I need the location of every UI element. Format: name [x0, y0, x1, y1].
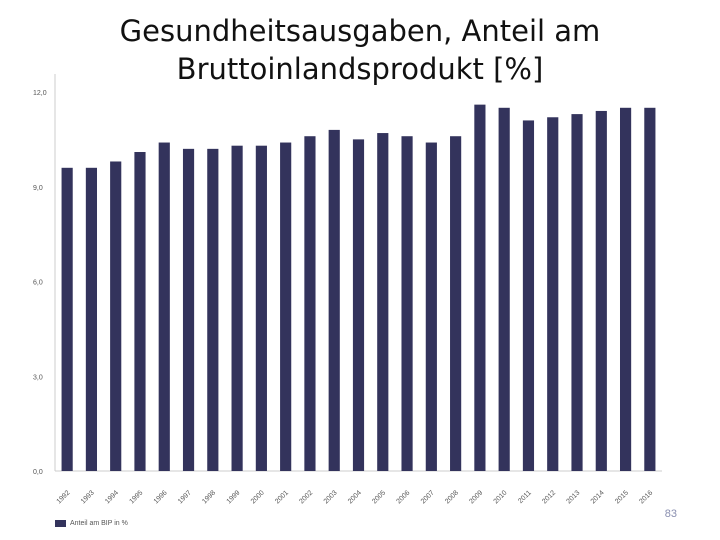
legend-label: Anteil am BIP in %: [70, 520, 128, 527]
x-tick-label-1999: 1999: [226, 489, 242, 505]
x-tick-label-2009: 2009: [468, 489, 484, 505]
bar-2003: [328, 129, 340, 471]
y-tick-label: 12,0: [33, 90, 47, 97]
x-tick-label-1997: 1997: [177, 489, 193, 505]
x-tick-label-2010: 2010: [493, 489, 509, 505]
bar-2002: [304, 136, 316, 471]
bar-1998: [207, 148, 219, 471]
bar-2001: [280, 142, 292, 472]
x-tick-label-2015: 2015: [614, 489, 630, 505]
x-axis-labels: 1992 1993 1994 1995 1996 1997 1998 1999 2000 2001…: [56, 489, 655, 505]
y-tick-label: 6,0: [33, 280, 43, 287]
legend-swatch: [55, 520, 66, 527]
x-tick-label-2004: 2004: [347, 489, 363, 505]
x-tick-label-1998: 1998: [201, 489, 217, 505]
y-tick-label: 0,0: [33, 469, 43, 476]
bar-2014: [595, 110, 607, 471]
bar-2005: [377, 133, 389, 471]
chart-legend: Anteil am BIP in %: [55, 520, 128, 527]
x-tick-label-2006: 2006: [396, 489, 412, 505]
bar-1996: [158, 142, 170, 472]
bar-2016: [644, 107, 656, 472]
x-tick-label-1992: 1992: [56, 489, 72, 505]
x-tick-label-2013: 2013: [565, 489, 581, 505]
bar-1992: [61, 167, 73, 472]
bar-1995: [134, 152, 146, 471]
bar-2007: [425, 142, 437, 472]
bar-2009: [474, 104, 486, 471]
x-tick-label-1993: 1993: [80, 489, 96, 505]
bar-1994: [110, 161, 122, 471]
bar-2011: [522, 120, 535, 472]
bar-1999: [231, 145, 243, 472]
bar-2000: [255, 145, 267, 472]
x-tick-label-2002: 2002: [298, 489, 314, 505]
bar-2008: [450, 136, 462, 471]
bar-1993: [85, 167, 98, 472]
bar-2015: [619, 107, 632, 472]
x-tick-label-2011: 2011: [517, 489, 533, 505]
x-tick-label-2005: 2005: [371, 489, 387, 505]
x-tick-label-2007: 2007: [420, 489, 436, 505]
x-tick-label-2003: 2003: [323, 489, 339, 505]
y-axis-labels: 0,0 3,0 6,0 9,0 12,0: [33, 90, 47, 476]
bar-2004: [352, 139, 365, 471]
x-tick-label-2014: 2014: [590, 489, 606, 505]
bar-2013: [571, 114, 583, 471]
x-tick-label-1996: 1996: [153, 489, 169, 505]
bar-1997: [182, 148, 195, 471]
x-tick-label-2000: 2000: [250, 489, 266, 505]
x-tick-label-2012: 2012: [541, 489, 557, 505]
page-number: 83: [664, 508, 677, 520]
x-tick-label-1994: 1994: [104, 489, 120, 505]
bar-2010: [498, 107, 510, 472]
x-tick-label-2001: 2001: [274, 489, 290, 505]
x-tick-label-1995: 1995: [128, 489, 144, 505]
chart-bars: [61, 104, 656, 472]
bar-2012: [547, 117, 559, 472]
y-tick-label: 9,0: [33, 185, 43, 192]
bar-2006: [401, 136, 413, 471]
chart-title: Gesundheitsausgaben, Anteil am Bruttoinl…: [119, 14, 601, 86]
x-tick-label-2008: 2008: [444, 489, 460, 505]
y-tick-label: 3,0: [33, 374, 43, 381]
x-tick-label-2016: 2016: [638, 489, 654, 505]
